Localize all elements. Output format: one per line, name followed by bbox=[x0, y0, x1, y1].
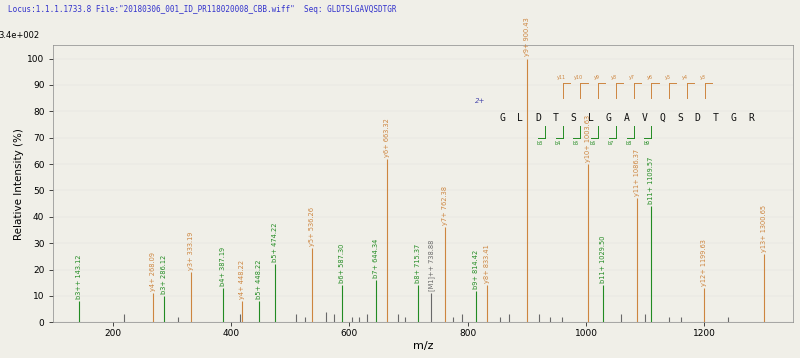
Text: b4+ 387.19: b4+ 387.19 bbox=[220, 247, 226, 286]
Text: G: G bbox=[606, 113, 612, 123]
Text: S: S bbox=[677, 113, 683, 123]
Text: b8+ 715.37: b8+ 715.37 bbox=[414, 244, 421, 283]
Text: y5: y5 bbox=[665, 75, 670, 80]
Text: y11+ 1086.37: y11+ 1086.37 bbox=[634, 149, 640, 196]
Text: b5+ 474.22: b5+ 474.22 bbox=[272, 223, 278, 262]
Text: b8: b8 bbox=[626, 141, 631, 146]
Text: y4+ 448.22: y4+ 448.22 bbox=[238, 260, 245, 299]
Text: y9: y9 bbox=[594, 75, 599, 80]
Text: b5+ 448.22: b5+ 448.22 bbox=[257, 260, 262, 299]
X-axis label: m/z: m/z bbox=[413, 341, 434, 351]
Text: y3: y3 bbox=[700, 75, 706, 80]
Text: G: G bbox=[499, 113, 506, 123]
Text: y11: y11 bbox=[557, 75, 566, 80]
Text: b4: b4 bbox=[554, 141, 561, 146]
Text: D: D bbox=[694, 113, 701, 123]
Text: b11+ 1109.57: b11+ 1109.57 bbox=[648, 157, 654, 204]
Text: y10+ 1003.63: y10+ 1003.63 bbox=[585, 115, 591, 162]
Text: L: L bbox=[588, 113, 594, 123]
Text: y5+ 536.26: y5+ 536.26 bbox=[309, 207, 314, 246]
Text: R: R bbox=[748, 113, 754, 123]
Text: y13+ 1300.65: y13+ 1300.65 bbox=[761, 204, 767, 252]
Text: 3.4e+002: 3.4e+002 bbox=[0, 31, 39, 40]
Text: y6+ 663.32: y6+ 663.32 bbox=[384, 118, 390, 157]
Text: b9+ 814.42: b9+ 814.42 bbox=[473, 249, 479, 289]
Text: b3+ 286.12: b3+ 286.12 bbox=[161, 255, 166, 294]
Text: T: T bbox=[553, 113, 558, 123]
Text: b3: b3 bbox=[537, 141, 542, 146]
Text: b3++ 143.12: b3++ 143.12 bbox=[76, 255, 82, 299]
Text: Q: Q bbox=[659, 113, 665, 123]
Text: 2+: 2+ bbox=[475, 98, 486, 103]
Text: y7+ 762.38: y7+ 762.38 bbox=[442, 186, 448, 225]
Text: b9: b9 bbox=[643, 141, 650, 146]
Text: y12+ 1199.63: y12+ 1199.63 bbox=[701, 239, 707, 286]
Text: A: A bbox=[624, 113, 630, 123]
Text: y10: y10 bbox=[574, 75, 583, 80]
Text: b5: b5 bbox=[572, 141, 578, 146]
Text: b7+ 644.34: b7+ 644.34 bbox=[373, 239, 378, 278]
Y-axis label: Relative Intensity (%): Relative Intensity (%) bbox=[14, 128, 24, 240]
Text: T: T bbox=[713, 113, 718, 123]
Text: D: D bbox=[535, 113, 541, 123]
Text: L: L bbox=[518, 113, 523, 123]
Text: y8+ 833.41: y8+ 833.41 bbox=[484, 245, 490, 283]
Text: Locus:1.1.1.1733.8 File:"20180306_001_ID_PR118020008_CBB.wiff"  Seq: GLDTSLGAVQS: Locus:1.1.1.1733.8 File:"20180306_001_ID… bbox=[8, 5, 397, 14]
Text: y6: y6 bbox=[646, 75, 653, 80]
Text: b11+ 1029.50: b11+ 1029.50 bbox=[601, 236, 606, 283]
Text: y9+ 900.43: y9+ 900.43 bbox=[524, 18, 530, 57]
Text: b7: b7 bbox=[607, 141, 614, 146]
Text: y4: y4 bbox=[682, 75, 688, 80]
Text: b6+ 587.30: b6+ 587.30 bbox=[338, 244, 345, 283]
Text: y3+ 333.19: y3+ 333.19 bbox=[189, 232, 194, 270]
Text: S: S bbox=[570, 113, 576, 123]
Text: b6: b6 bbox=[590, 141, 596, 146]
Text: G: G bbox=[730, 113, 736, 123]
Text: [M1]++ 738.88: [M1]++ 738.88 bbox=[428, 240, 435, 291]
Text: y4+ 268.09: y4+ 268.09 bbox=[150, 252, 156, 291]
Text: V: V bbox=[642, 113, 647, 123]
Text: y7: y7 bbox=[629, 75, 635, 80]
Text: y8: y8 bbox=[611, 75, 618, 80]
